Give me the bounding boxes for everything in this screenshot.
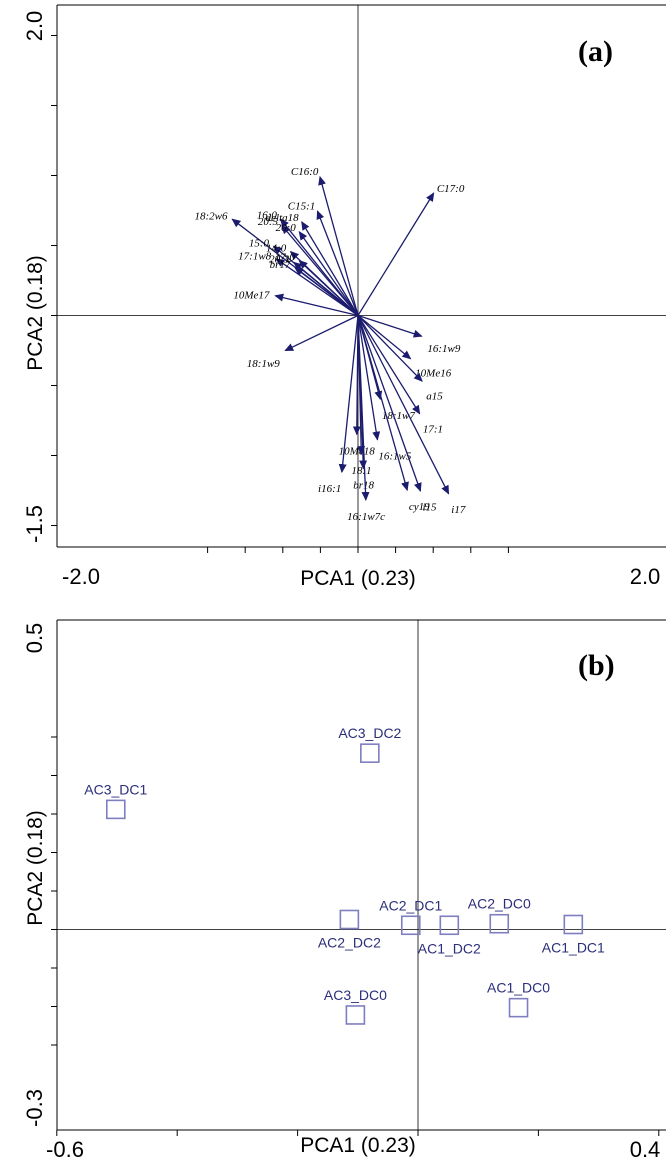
arrow-16-1w5 (357, 315, 381, 441)
arrow-17-1w8-label: 17:1w8 (238, 250, 272, 262)
panel-a-x-tick-label-max: 2.0 (630, 564, 661, 589)
point-ac3-dc0-label: AC3_DC0 (324, 987, 387, 1003)
arrow-17-0-label: 17:0 (275, 252, 296, 264)
panel-b-y-tick-label-min: -0.3 (22, 1089, 47, 1127)
panel-b-ticks (51, 736, 660, 1136)
arrow-i16-1 (338, 315, 359, 474)
arrow-16-1w9-label: 16:1w9 (427, 343, 461, 355)
point-ac1-dc0 (508, 997, 529, 1018)
panel-a-y-tick-label-min: -1.5 (22, 505, 47, 543)
panel-a-x-tick-label-min: -2.0 (62, 564, 100, 589)
arrow-delta18-label: delta18 (266, 212, 299, 224)
arrow-c15-1-label: C15:1 (288, 201, 316, 213)
arrow-a15 (357, 315, 423, 382)
arrow-10me16 (357, 314, 412, 360)
arrow-i17-label: i17 (451, 504, 466, 516)
arrow-10me17 (274, 293, 359, 317)
arrow-cy19 (357, 315, 409, 492)
point-ac3-dc2-label: AC3_DC2 (338, 725, 401, 741)
arrow-br17-label: br17 (270, 259, 291, 271)
arrow-16-1w9 (357, 314, 423, 338)
arrow-18-2w6-label: 18:2w6 (195, 211, 229, 223)
arrow-14-0-label: 14:0 (266, 242, 287, 254)
arrow-c16-0-label: C16:0 (291, 166, 319, 178)
arrow-10me18 (352, 315, 361, 436)
arrow-17-1 (357, 315, 421, 415)
point-ac2-dc1-label: AC2_DC1 (379, 897, 442, 913)
arrow-i16-1-label: i16:1 (318, 483, 341, 495)
point-ac3-dc0 (345, 1005, 366, 1025)
arrow-20-5 (281, 224, 359, 316)
arrow-i17 (357, 315, 450, 495)
panel-a-tag: (a) (578, 35, 613, 68)
point-ac1-dc1-label: AC1_DC1 (542, 939, 605, 955)
panel-b-points: AC3_DC2 AC3_DC1 AC2_DC1 AC2_DC2 AC1_DC2 AC2_D… (84, 725, 605, 1025)
arrow-16-0-label: 16:0 (257, 210, 278, 222)
arrow-20-5-label: 20:5 (258, 216, 279, 228)
point-ac3-dc1-label: AC3_DC1 (84, 781, 147, 797)
point-ac1-dc1 (563, 914, 584, 935)
arrow-17-0 (298, 259, 359, 316)
point-ac2-dc2 (339, 909, 360, 930)
arrow-i15 (357, 315, 422, 492)
arrow-16-1w7c (357, 315, 370, 501)
point-ac3-dc1 (105, 799, 126, 820)
panel-a-y-axis-title: PCA2 (0.18) (24, 255, 47, 371)
arrow-cy19-label: cy19 (409, 501, 430, 513)
arrow-10me18-label: 10Me18 (339, 445, 376, 457)
arrow-c16-0 (318, 175, 359, 316)
panel-a-y-tick-label-max: 2.0 (22, 11, 47, 42)
arrow-a15-label: a15 (426, 390, 443, 402)
panel-b-x-tick-label-min: -0.6 (46, 1137, 84, 1160)
point-ac3-dc2 (360, 743, 380, 763)
arrow-18-1w9 (284, 314, 359, 352)
point-ac1-dc2-label: AC1_DC2 (418, 940, 481, 956)
arrow-20-3-label: 20:3 (269, 254, 290, 266)
arrow-16-1w5-label: 16:1w5 (378, 451, 412, 463)
arrow-18-1w9-label: 18:1w9 (247, 358, 281, 370)
panel-b-y-axis-title: PCA2 (0.18) (24, 810, 47, 926)
arrow-16-1w7c-label: 16:1w7c (347, 511, 385, 523)
arrow-20-0 (298, 230, 359, 316)
arrow-17-1w8 (275, 258, 359, 317)
arrow-delta18 (301, 221, 359, 316)
panel-b-x-axis-title: PCA1 (0.23) (300, 1134, 416, 1157)
point-ac2-dc1 (400, 915, 421, 936)
point-ac2-dc2-label: AC2_DC2 (318, 934, 381, 950)
panel-b-x-tick-label-max: 0.4 (630, 1137, 661, 1160)
arrow-20-0-label: 20:0 (276, 222, 297, 234)
arrow-c17-0 (357, 192, 435, 316)
point-ac2-dc0-label: AC2_DC0 (468, 896, 531, 912)
point-ac1-dc2 (439, 915, 460, 936)
arrow-c15-1 (316, 210, 359, 316)
arrow-c17-0-label: C17:0 (437, 183, 465, 195)
panel-b-tag: (b) (578, 649, 615, 682)
arrow-18-1-label: 18:1 (351, 465, 371, 477)
arrow-br17 (294, 267, 359, 317)
point-ac1-dc0-label: AC1_DC0 (487, 980, 550, 996)
arrow-i15-label: i15 (422, 502, 437, 514)
arrow-br18-label: br18 (353, 479, 374, 491)
arrow-10me16-label: 10Me16 (415, 368, 452, 380)
panel-a-x-axis-title: PCA1 (0.23) (300, 567, 416, 590)
arrow-10me17-label: 10Me17 (233, 289, 270, 301)
panel-b-y-tick-label-max: 0.5 (22, 623, 47, 654)
panel-b: AC3_DC2 AC3_DC1 AC2_DC1 AC2_DC2 AC1_DC2 AC2_D… (22, 619, 666, 1160)
arrow-15-0-label: 15:0 (249, 237, 270, 249)
point-ac2-dc0 (489, 913, 510, 934)
arrow-17-1-label: 17:1 (423, 424, 443, 436)
panel-a-ticks (51, 35, 509, 553)
